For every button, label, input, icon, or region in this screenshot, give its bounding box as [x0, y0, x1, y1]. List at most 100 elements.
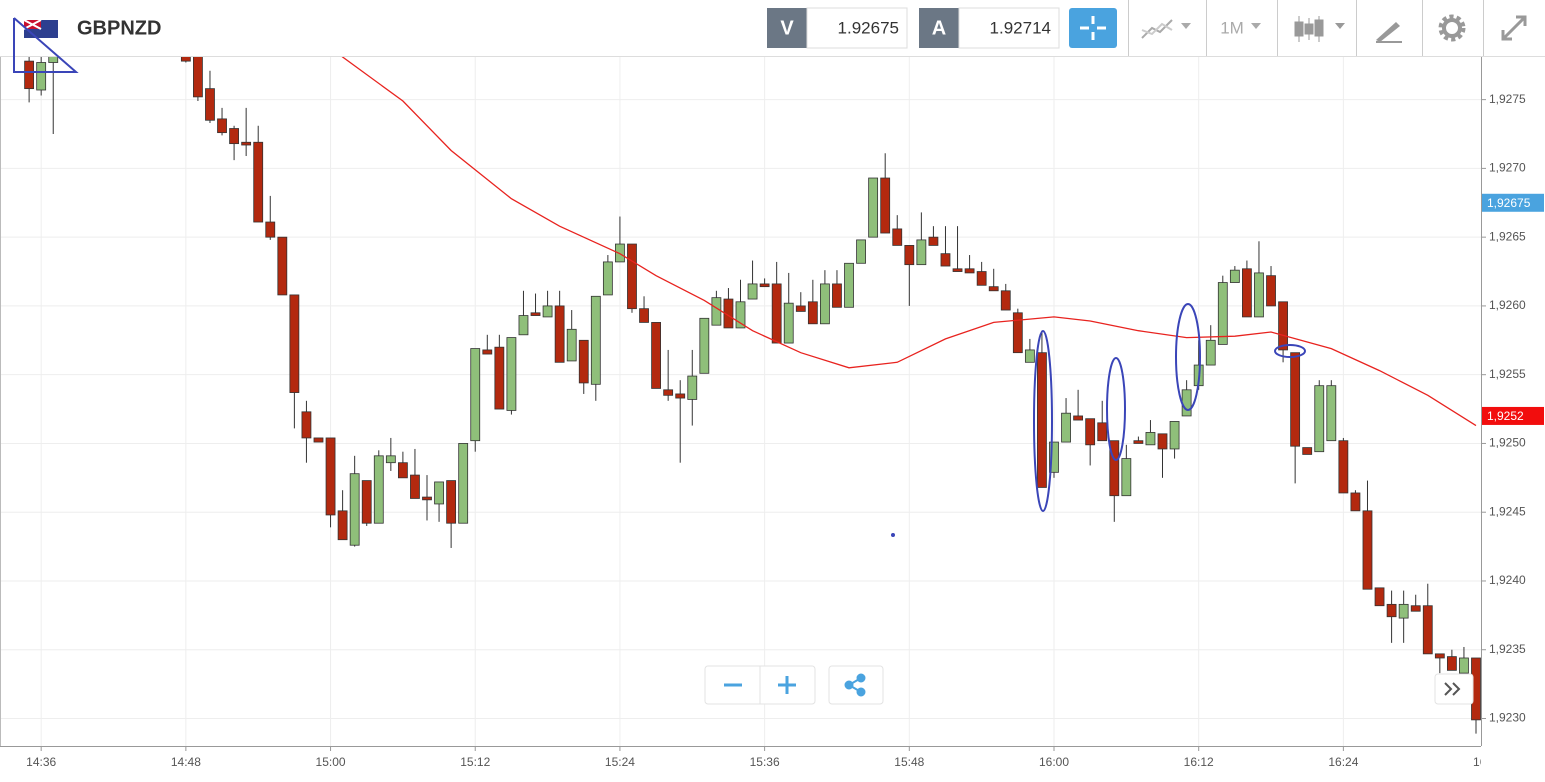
bid-price[interactable]: 1.92675 [838, 18, 899, 37]
ask-label[interactable]: A [932, 17, 946, 39]
candle-body [1326, 385, 1337, 442]
candle-body [952, 268, 963, 272]
candle-body [1254, 272, 1264, 318]
candle-body [361, 480, 372, 524]
crosshair-button[interactable] [1069, 8, 1117, 48]
share-icon [844, 673, 866, 697]
candle-body [940, 253, 951, 267]
y-tick-label: 1,9275 [1489, 92, 1526, 106]
timeframe[interactable]: 1M [1220, 18, 1244, 37]
candle-body [1446, 656, 1457, 671]
dot-annotation [891, 533, 895, 537]
candle-body [217, 118, 227, 134]
scroll-right-icon [1444, 682, 1461, 696]
candle-body [868, 177, 879, 238]
candle-body [1073, 415, 1084, 421]
candle-body [1374, 587, 1385, 607]
y-tick-label: 1,9265 [1489, 229, 1526, 243]
candle-body [783, 302, 794, 344]
candle-body [470, 348, 481, 442]
share-button[interactable] [828, 665, 884, 705]
moving-average [341, 57, 1477, 427]
zoom-in[interactable] [778, 676, 796, 694]
candle-body [1398, 603, 1409, 619]
candle-body [542, 305, 553, 318]
price-tag-label: 1,92675 [1487, 196, 1531, 210]
x-tick-label: 16:00 [1039, 755, 1069, 769]
bid-label-box[interactable] [767, 8, 807, 48]
y-tick-label: 1,9240 [1489, 573, 1526, 587]
candle-body [434, 481, 444, 505]
candle-body [265, 221, 276, 238]
x-tick-label: 15:00 [316, 755, 346, 769]
price-tags: 1,92675 1,9252 [1482, 193, 1544, 425]
fullscreen-button[interactable] [1501, 15, 1527, 41]
candle-body [904, 245, 915, 266]
bid-box[interactable] [806, 7, 908, 49]
ellipse-annotation [1175, 303, 1201, 411]
candle-body [313, 437, 324, 443]
candle-body [1049, 441, 1059, 473]
candle-body [241, 141, 252, 146]
x-tick-label: 15:36 [750, 755, 780, 769]
candle-body [964, 268, 975, 274]
x-tick-label: 16:12 [1184, 755, 1214, 769]
candle-body [1085, 418, 1096, 446]
candle-body [1459, 657, 1469, 674]
candle-body [892, 228, 903, 246]
candle-body [1229, 269, 1240, 283]
candle-body [458, 443, 469, 524]
ask-box[interactable] [958, 7, 1060, 49]
x-tick-label: 14:48 [171, 755, 201, 769]
indicator-menu[interactable] [1141, 19, 1191, 39]
candle-body [699, 317, 710, 374]
candle-body [385, 455, 396, 464]
y-tick-label: 1,9250 [1489, 436, 1526, 450]
candle-body [48, 57, 59, 63]
candle-body [1000, 290, 1011, 311]
candle-body [446, 480, 457, 524]
ellipse-annotation [1274, 344, 1306, 358]
candle-body [759, 283, 770, 288]
ellipse-annotation [1106, 357, 1126, 461]
flag-icon [23, 19, 58, 38]
candle-body [590, 295, 601, 385]
candle-body [1097, 422, 1108, 442]
candle-body [566, 328, 577, 362]
candle-body [795, 305, 806, 312]
candle-body [1422, 605, 1433, 655]
candle-body [1242, 268, 1252, 318]
annotations [13, 17, 1306, 537]
candle-body [337, 510, 348, 541]
candle-body [1266, 275, 1276, 307]
drawing-tool[interactable] [1376, 22, 1402, 43]
candle-body [422, 496, 432, 501]
candle-body [856, 239, 866, 264]
candle-body [687, 375, 698, 400]
chart-type-menu[interactable] [1294, 16, 1345, 42]
toolbar-separators [1128, 0, 1484, 56]
bid-label[interactable]: V [780, 17, 794, 39]
candle-body [1037, 352, 1047, 488]
candle-body [1290, 352, 1301, 447]
y-tick-label: 1,9260 [1489, 298, 1526, 312]
timeframe-arrow[interactable] [1251, 23, 1261, 29]
candle-body [1121, 458, 1132, 497]
candle-body [289, 294, 300, 393]
candle-body [578, 339, 589, 384]
x-axis: 14:36 14:48 15:00 15:12 15:24 15:36 15:48 16:00… [26, 746, 1503, 769]
candle-body [1350, 492, 1361, 512]
ask-label-box[interactable] [919, 8, 959, 48]
candle-body [1181, 389, 1192, 417]
settings-button[interactable] [1438, 14, 1466, 42]
scroll-right-button[interactable] [1434, 673, 1474, 705]
candle-body [771, 283, 782, 344]
ask-price[interactable]: 1.92714 [990, 18, 1051, 37]
candle-body [1205, 339, 1216, 366]
triangle-annotation [13, 17, 79, 73]
y-tick-label: 1,9255 [1489, 367, 1526, 381]
candle-body [844, 262, 854, 308]
candle-body [24, 60, 35, 90]
